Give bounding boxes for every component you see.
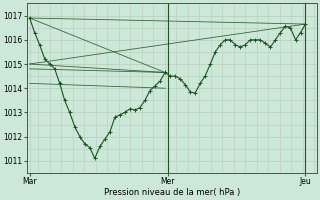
X-axis label: Pression niveau de la mer( hPa ): Pression niveau de la mer( hPa ) — [104, 188, 240, 197]
